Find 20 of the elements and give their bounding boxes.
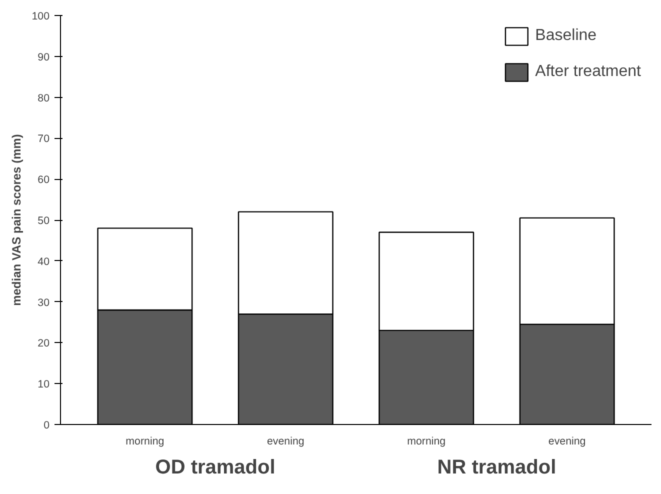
- y-tick-label: 10: [38, 378, 50, 391]
- y-tick-label: 100: [32, 10, 50, 22]
- y-tick-label: 70: [38, 133, 50, 146]
- legend-label: Baseline: [535, 27, 597, 45]
- legend-label: After treatment: [535, 63, 641, 81]
- text: OD tramadol: [155, 456, 276, 478]
- x-tick-label: morning: [407, 436, 446, 448]
- y-tick-label: 30: [38, 296, 50, 309]
- y-tick-label: 0: [44, 420, 50, 432]
- y-axis-title: median VAS pain scores (mm): [10, 134, 24, 306]
- text: NR tramadol: [437, 456, 556, 478]
- x-tick-label: morning: [126, 436, 164, 448]
- y-tick-label: 20: [38, 338, 50, 350]
- y-tick-label: 40: [38, 256, 50, 268]
- x-tick-label: evening: [548, 436, 586, 448]
- y-tick-label: 80: [38, 92, 50, 104]
- y-tick-label: 60: [38, 174, 50, 186]
- y-tick-label: 50: [38, 215, 50, 227]
- y-tick-label: 90: [38, 51, 50, 64]
- x-tick-label: evening: [266, 436, 304, 448]
